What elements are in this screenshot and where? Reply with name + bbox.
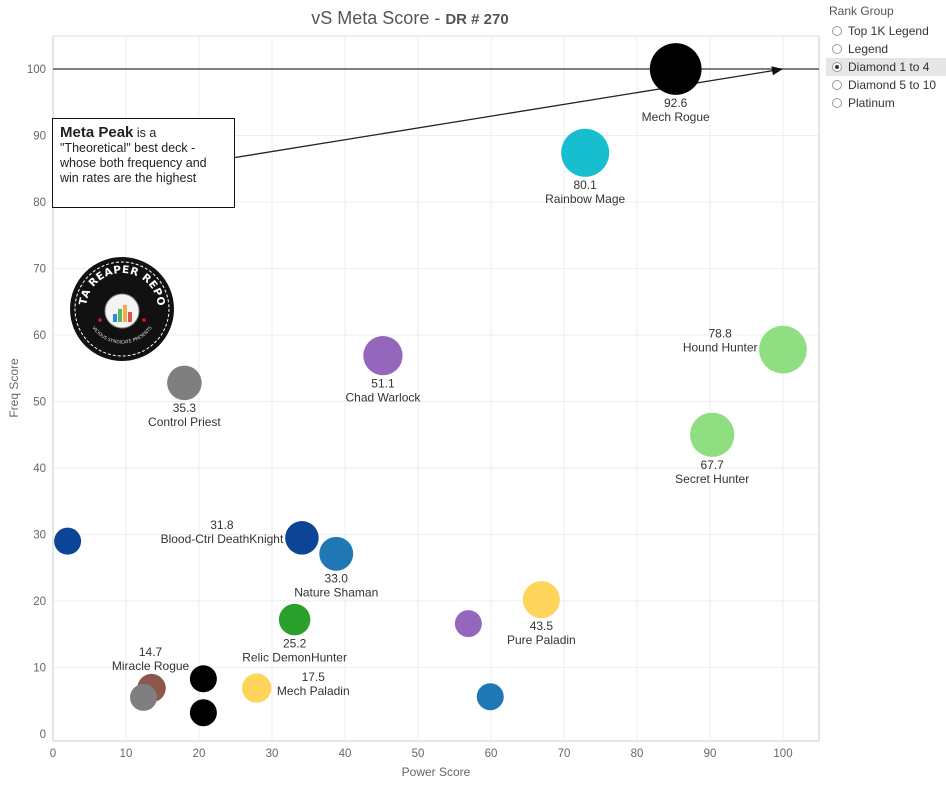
rank-option-label: Legend [848, 42, 889, 56]
y-tick-label: 70 [33, 264, 46, 276]
data-label-score: 17.5 [302, 670, 326, 684]
rank-option-legend[interactable]: Legend [826, 40, 946, 58]
data-point [476, 683, 504, 711]
x-tick-label: 70 [558, 748, 571, 760]
data-label-score: 33.0 [325, 572, 349, 586]
data-label-score: 31.8 [210, 518, 234, 532]
data-label-score: 25.2 [283, 636, 307, 650]
rank-option-label: Top 1K Legend [848, 24, 929, 38]
data-point [285, 521, 319, 555]
data-label-name: Miracle Rogue [112, 659, 190, 673]
chart-title-main: vS Meta Score [311, 8, 430, 28]
x-tick-label: 50 [412, 748, 425, 760]
data-label-score: 78.8 [709, 327, 733, 341]
rank-option-diamond-5-10[interactable]: Diamond 5 to 10 [826, 76, 946, 94]
data-point [278, 603, 311, 636]
radio-selected-icon[interactable] [832, 62, 842, 72]
data-point [454, 610, 482, 638]
y-tick-label: 60 [33, 330, 46, 342]
data-label-name: Relic DemonHunter [242, 650, 347, 664]
radio-icon[interactable] [832, 44, 842, 54]
data-label-name: Nature Shaman [294, 586, 378, 600]
data-label-name: Pure Paladin [507, 633, 576, 647]
data-label-score: 80.1 [573, 178, 597, 192]
data-label-score: 43.5 [530, 619, 554, 633]
data-label-name: Mech Paladin [277, 684, 350, 698]
data-point [167, 365, 202, 401]
meta-peak-text: is a "Theoretical" best deck - whose bot… [60, 126, 207, 185]
rank-group-title: Rank Group [829, 4, 894, 18]
y-tick-label: 0 [40, 729, 46, 741]
y-tick-label: 90 [33, 131, 46, 143]
data-point [522, 581, 560, 619]
data-point [130, 683, 158, 711]
radio-icon[interactable] [832, 98, 842, 108]
rank-option-platinum[interactable]: Platinum [826, 94, 946, 112]
data-point [690, 412, 735, 457]
x-axis-title: Power Score [402, 765, 471, 779]
y-tick-label: 100 [27, 64, 46, 76]
data-point [319, 536, 354, 571]
rank-option-diamond-1-4[interactable]: Diamond 1 to 4 [826, 58, 946, 76]
rank-group-filter: Rank Group Top 1K Legend Legend Diamond … [826, 4, 946, 112]
data-point [649, 43, 702, 95]
y-tick-label: 80 [33, 197, 46, 209]
y-axis-title: Freq Score [7, 358, 21, 418]
x-tick-label: 90 [704, 748, 717, 760]
x-tick-label: 20 [193, 748, 206, 760]
data-label-score: 51.1 [371, 376, 395, 390]
y-tick-label: 20 [33, 596, 46, 608]
x-tick-label: 10 [120, 748, 133, 760]
meta-peak-annotation: Meta Peak is a "Theoretical" best deck -… [52, 118, 235, 208]
data-label-name: Control Priest [148, 415, 221, 429]
data-label-name: Hound Hunter [683, 341, 758, 355]
x-tick-label: 40 [339, 748, 352, 760]
y-tick-label: 30 [33, 530, 46, 542]
data-label-score: 67.7 [701, 458, 725, 472]
x-tick-label: 80 [631, 748, 644, 760]
x-tick-label: 100 [773, 748, 792, 760]
meta-peak-heading: Meta Peak [60, 124, 134, 141]
data-point [54, 527, 82, 555]
y-tick-label: 50 [33, 397, 46, 409]
chart-title-sub: DR # 270 [445, 11, 509, 28]
data-label-name: Chad Warlock [345, 390, 421, 404]
data-label-score: 35.3 [173, 401, 197, 415]
radio-icon[interactable] [832, 26, 842, 36]
data-point [242, 673, 272, 703]
x-tick-label: 60 [485, 748, 498, 760]
data-point [189, 699, 217, 727]
data-point [363, 335, 403, 376]
rank-option-label: Diamond 1 to 4 [848, 60, 930, 74]
meta-peak-arrowhead [771, 66, 783, 76]
data-point [189, 665, 217, 693]
data-point [561, 128, 610, 177]
data-reaper-report-logo: DATA REAPER REPORT VICIOUS SYNDICATE PRE… [69, 256, 174, 361]
data-label-name: Blood-Ctrl DeathKnight [161, 532, 284, 546]
x-tick-label: 0 [50, 748, 56, 760]
y-tick-label: 10 [33, 663, 46, 675]
chart-title: vS Meta Score - DR # 270 [0, 8, 820, 29]
data-label-score: 92.6 [664, 96, 688, 110]
data-point [759, 325, 807, 374]
x-tick-label: 30 [266, 748, 279, 760]
data-label-name: Rainbow Mage [545, 192, 625, 206]
rank-option-label: Diamond 5 to 10 [848, 78, 937, 92]
chart-title-sep: - [429, 8, 446, 28]
data-label-score: 14.7 [139, 645, 163, 659]
radio-icon[interactable] [832, 80, 842, 90]
rank-option-label: Platinum [848, 96, 895, 110]
rank-option-top-1k-legend[interactable]: Top 1K Legend [826, 22, 946, 40]
data-label-name: Secret Hunter [675, 472, 749, 486]
y-tick-label: 40 [33, 463, 46, 475]
data-label-name: Mech Rogue [642, 110, 710, 124]
